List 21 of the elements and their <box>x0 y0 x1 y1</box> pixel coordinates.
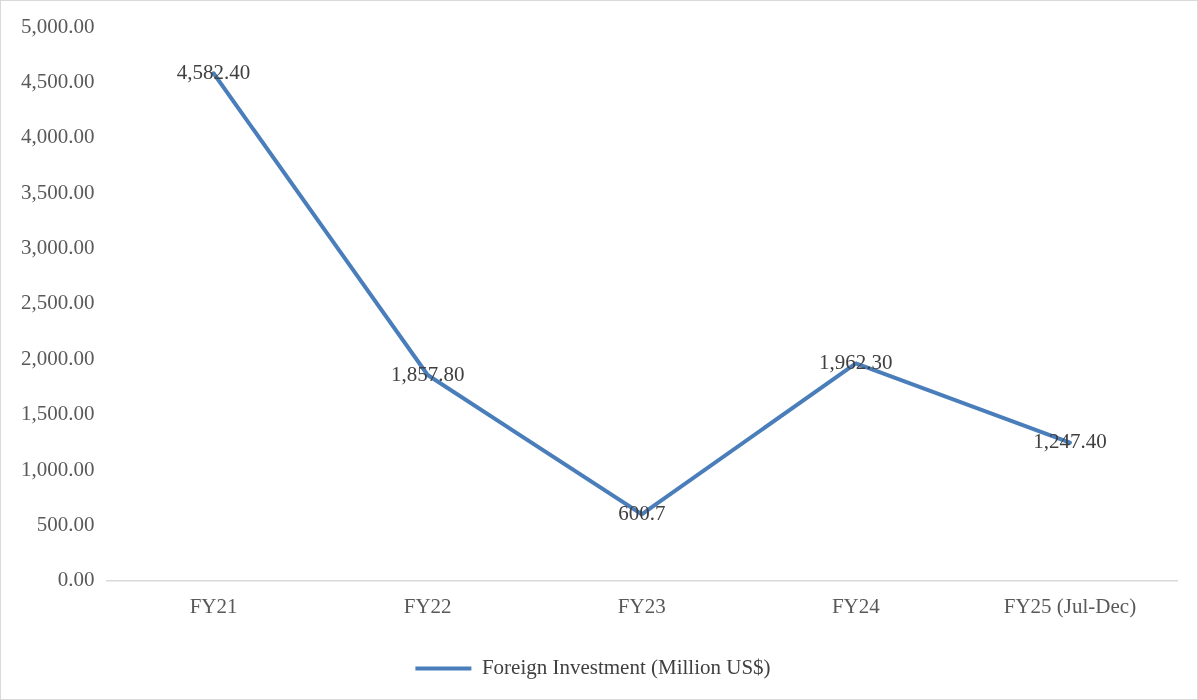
y-tick-label: 5,000.00 <box>21 13 95 38</box>
y-tick-label: 500.00 <box>36 511 95 536</box>
legend-label: Foreign Investment (Million US$) <box>481 655 771 680</box>
data-label: 1,962.30 <box>819 349 893 374</box>
y-tick-label: 1,500.00 <box>21 401 95 426</box>
y-tick-label: 4,000.00 <box>21 124 95 149</box>
y-tick-label: 3,000.00 <box>21 235 95 260</box>
y-tick-label: 4,500.00 <box>21 68 95 93</box>
data-label: 4,582.40 <box>176 59 251 84</box>
x-tick-label: FY24 <box>831 593 881 618</box>
y-tick-label: 3,500.00 <box>21 179 95 204</box>
y-tick-label: 2,000.00 <box>21 345 95 370</box>
y-tick-label: 2,500.00 <box>21 290 95 315</box>
y-tick-label: 0.00 <box>57 567 95 592</box>
data-label: 1,247.40 <box>1033 429 1107 454</box>
y-tick-label: 1,000.00 <box>21 456 95 481</box>
x-tick-label: FY25 (Jul-Dec) <box>1003 593 1137 618</box>
x-tick-label: FY22 <box>403 593 452 618</box>
x-tick-label: FY21 <box>189 593 238 618</box>
data-label: 600.7 <box>618 500 666 525</box>
x-tick-label: FY23 <box>617 593 666 618</box>
